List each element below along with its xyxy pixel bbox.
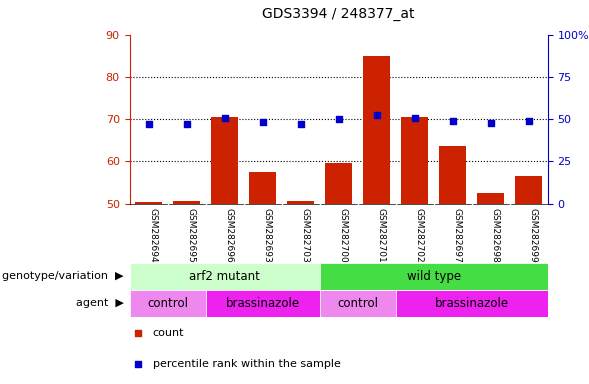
Point (524, 118, 534, 124)
Text: GSM282698: GSM282698 (491, 208, 499, 263)
Bar (320, 263, 548, 290)
Bar (130, 290, 206, 317)
Text: GSM282697: GSM282697 (453, 208, 462, 263)
Text: agent  ▶: agent ▶ (76, 298, 124, 308)
Bar (402, 117, 428, 204)
Text: genotype/variation  ▶: genotype/variation ▶ (2, 271, 124, 281)
Bar (478, 193, 504, 204)
Bar (130, 263, 320, 290)
Bar (206, 290, 320, 317)
Text: brassinazole: brassinazole (435, 297, 509, 310)
Text: count: count (153, 328, 184, 338)
Bar (363, 56, 390, 204)
Text: GSM282699: GSM282699 (529, 208, 538, 263)
Point (448, 118, 458, 124)
Text: control: control (337, 297, 378, 310)
Point (220, 115, 229, 121)
Text: GSM282702: GSM282702 (415, 208, 423, 263)
Bar (396, 290, 548, 317)
Point (334, 116, 343, 122)
Text: brassinazole: brassinazole (226, 297, 300, 310)
Bar (287, 201, 314, 204)
Text: GSM282695: GSM282695 (187, 208, 196, 263)
Text: GSM282700: GSM282700 (339, 208, 348, 263)
Point (296, 121, 305, 127)
Bar (135, 202, 162, 204)
Point (486, 120, 495, 126)
Text: GDS3394 / 248377_at: GDS3394 / 248377_at (263, 7, 415, 21)
Bar (173, 201, 200, 204)
Bar (320, 290, 396, 317)
Bar (249, 172, 276, 204)
Bar (211, 117, 238, 204)
Text: wild type: wild type (406, 270, 461, 283)
Point (144, 121, 153, 127)
Text: arf2 mutant: arf2 mutant (189, 270, 260, 283)
Bar (439, 146, 466, 204)
Point (182, 121, 191, 127)
Text: GSM282701: GSM282701 (377, 208, 386, 263)
Text: control: control (147, 297, 188, 310)
Text: GSM282693: GSM282693 (263, 208, 272, 263)
Point (258, 119, 267, 125)
Text: GSM282703: GSM282703 (300, 208, 310, 263)
Bar (325, 164, 352, 204)
Text: percentile rank within the sample: percentile rank within the sample (153, 359, 340, 369)
Bar (515, 176, 542, 204)
Point (133, 361, 143, 367)
Point (133, 329, 143, 336)
Point (372, 112, 382, 118)
Text: GSM282694: GSM282694 (148, 208, 158, 263)
Point (410, 115, 419, 121)
Text: GSM282696: GSM282696 (224, 208, 234, 263)
